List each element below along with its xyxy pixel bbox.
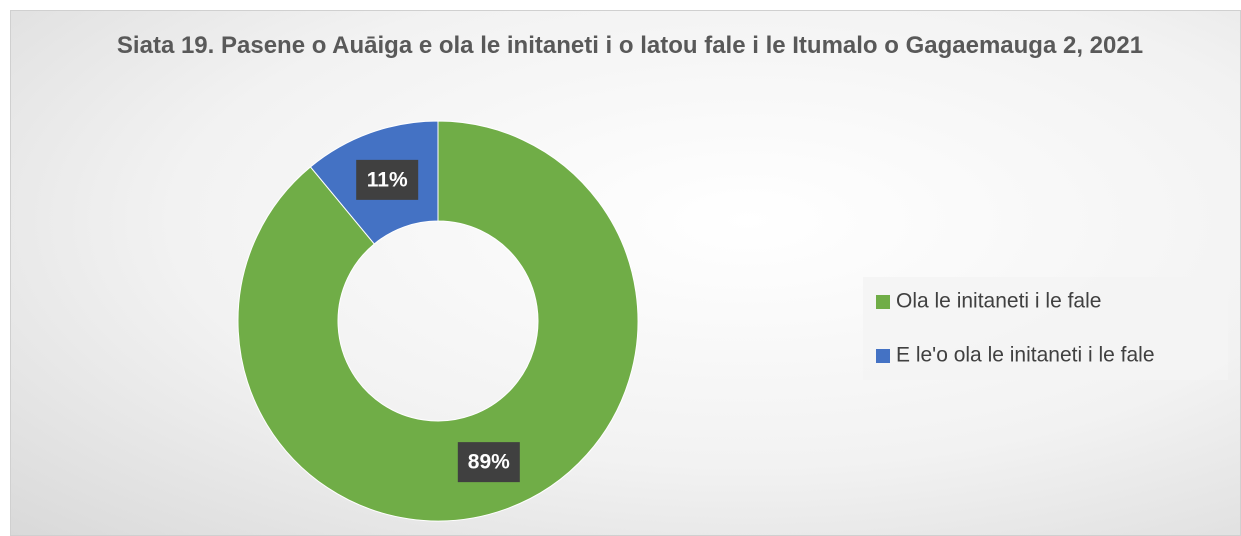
- data-label: 89%: [468, 451, 510, 474]
- legend-box: [863, 277, 1228, 380]
- legend-swatch: [876, 349, 890, 363]
- data-label-box: [457, 442, 520, 483]
- legend-label: E le'o ola le initaneti i le fale: [896, 344, 1155, 367]
- donut-slice: [237, 120, 639, 522]
- data-label-box: [356, 159, 419, 200]
- legend-swatch: [876, 295, 890, 309]
- legend-label: Ola le initaneti i le fale: [896, 290, 1101, 313]
- chart-title: Siata 19. Pasene o Auāiga e ola le inita…: [116, 32, 1144, 59]
- data-label: 11%: [367, 168, 408, 191]
